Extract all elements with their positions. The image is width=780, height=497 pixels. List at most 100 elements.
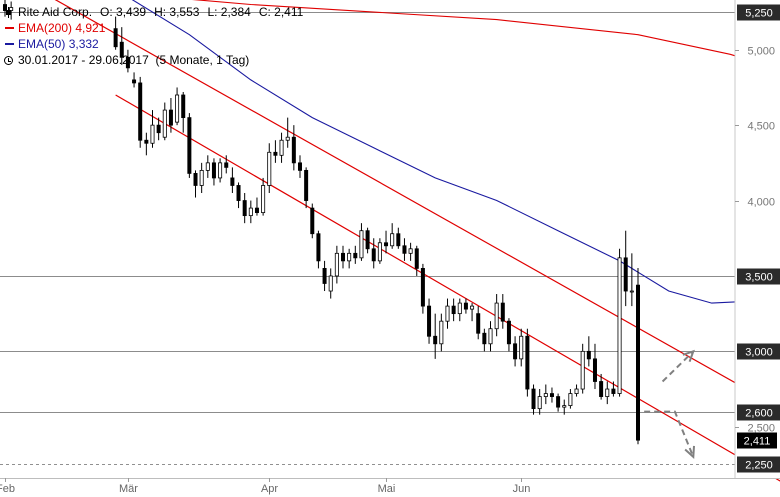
candle [347, 248, 352, 269]
candle [279, 132, 284, 163]
x-axis: Feb Mär Apr Mai Jun [0, 478, 780, 495]
projection-up-line [661, 350, 695, 383]
candle [537, 389, 542, 415]
candle-body [488, 328, 493, 345]
candle-body [341, 252, 346, 262]
candle-body [377, 242, 382, 262]
candle-body [310, 207, 315, 235]
y-tick-label-2: 4,000 [747, 197, 775, 209]
candle-body [371, 248, 376, 262]
y-axis: 5,250 3,500 3,000 2,600 2,250 5,000 4,500 4,000… [734, 0, 780, 478]
candle-body [623, 257, 628, 292]
level-label-2: 3,000 [745, 347, 773, 359]
candle [414, 245, 419, 276]
candle [543, 384, 548, 405]
candle-body [218, 162, 223, 179]
y-tick-label-0: 5,000 [747, 46, 775, 58]
candle [427, 298, 432, 344]
candle [341, 245, 346, 269]
level-label-box-3 [737, 404, 780, 421]
candle [267, 143, 272, 194]
candle [500, 294, 505, 329]
candle-body [236, 185, 241, 201]
candle-body [119, 41, 124, 58]
candle [629, 253, 634, 307]
candle [353, 245, 358, 264]
candle-body [9, 7, 14, 11]
candle [636, 267, 641, 445]
candle-body [599, 381, 604, 397]
candle-body [316, 233, 321, 262]
candle-body [384, 242, 389, 247]
candle [599, 373, 604, 400]
candle-body [457, 302, 462, 315]
candle-body [359, 230, 364, 259]
candle [254, 197, 259, 216]
candle [138, 76, 143, 148]
candle-body [451, 305, 456, 315]
ema50-legend: EMA(50) 3,332 [4, 36, 303, 52]
candle [623, 230, 628, 307]
candle-body [525, 335, 530, 390]
candle [304, 167, 309, 209]
candle-body [3, 4, 8, 11]
candle [451, 298, 456, 322]
candle-body [150, 124, 155, 144]
candle-body [580, 350, 585, 390]
candle [531, 384, 536, 415]
candle [291, 125, 296, 171]
candle [476, 306, 481, 340]
candle-body [402, 245, 407, 254]
candle [224, 155, 229, 174]
ema-lines [131, 0, 755, 304]
candle-body [297, 162, 302, 171]
candle [562, 399, 567, 415]
candle-body [267, 151, 272, 186]
candle-body [138, 82, 143, 141]
candle-body [211, 162, 216, 179]
candle [248, 200, 253, 224]
level-label-0: 5,250 [745, 8, 773, 20]
candle [494, 294, 499, 337]
candle-body [476, 313, 481, 334]
projection-up-arrowhead [682, 349, 695, 363]
ema200-name: EMA(200) [18, 21, 73, 35]
candle-body [187, 117, 192, 174]
candle-body [513, 343, 518, 360]
candle [506, 318, 511, 352]
candle [525, 328, 530, 397]
candle-body [175, 94, 180, 123]
candle-body [156, 124, 161, 134]
candle-body [132, 79, 137, 84]
ema50-swatch [5, 43, 14, 45]
candle [420, 263, 425, 314]
candle [433, 313, 438, 359]
candle [513, 336, 518, 367]
channel-upper-line [54, 0, 780, 409]
candle [408, 242, 413, 261]
candle [384, 230, 389, 254]
candle-body [261, 185, 266, 214]
candle [175, 87, 180, 126]
candle [445, 298, 450, 329]
candle-body [254, 207, 259, 214]
candle-body [629, 290, 634, 293]
candle-body [568, 393, 573, 407]
level-label-box-0 [737, 4, 780, 21]
candle-body [445, 305, 450, 322]
candle [365, 227, 370, 254]
candle-body [617, 257, 622, 394]
open-value: O: 3,439 [100, 5, 147, 19]
candle [457, 298, 462, 322]
candle [125, 49, 130, 73]
candle-body [574, 388, 579, 394]
candle-body [230, 177, 235, 186]
ema50-name: EMA(50) [18, 37, 66, 51]
candle [377, 238, 382, 264]
candle [556, 393, 561, 412]
ema-line-1 [131, 0, 743, 304]
candle-body [556, 396, 561, 408]
candle-body [506, 320, 511, 345]
candle-body [586, 350, 591, 360]
